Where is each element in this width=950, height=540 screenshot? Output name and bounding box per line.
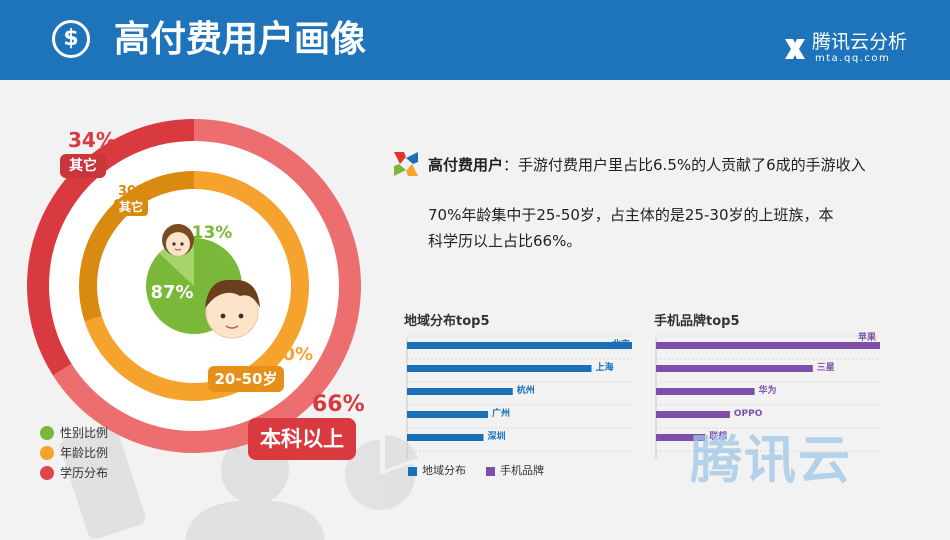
legend-swatch — [40, 446, 54, 460]
male-avatar-icon — [205, 279, 260, 339]
middle-ring-other — [79, 171, 195, 322]
note-heading: 高付费用户 — [428, 156, 504, 174]
outer-other-pct: 34% — [68, 128, 116, 152]
dollar-coin-icon: $ — [52, 20, 90, 58]
bar-label: 北京 — [612, 338, 630, 350]
outer-ring-other — [27, 119, 195, 376]
bar-label: OPPO — [734, 409, 763, 419]
legend-region-label: 地域分布 — [422, 464, 466, 477]
middle-main-label: 20-50岁 — [208, 366, 284, 392]
brand-name: 腾讯云分析 — [812, 31, 908, 53]
bar-label: 杭州 — [517, 384, 535, 396]
brand-url: mta.qq.com — [815, 53, 891, 64]
legend-swatch — [486, 467, 495, 476]
inner-main-pct: 87% — [150, 282, 193, 303]
note-line1-text: ：手游付费用户里占比6.5%的人贡献了6成的手游收入 — [503, 156, 866, 174]
bar-1-1 — [656, 365, 813, 372]
outer-ring-main — [53, 119, 361, 453]
female-avatar-icon — [162, 224, 194, 256]
phone-icon — [60, 424, 146, 539]
bar-1-0 — [656, 342, 880, 349]
middle-ring-main — [84, 171, 309, 401]
bar-0-0 — [407, 342, 632, 349]
phone-chart-title: 手机品牌top5 — [654, 314, 740, 329]
inner-other-pct: 13% — [192, 223, 233, 243]
legend-label: 性别比例 — [60, 426, 109, 440]
legend-swatch — [40, 426, 54, 440]
bar-1-4 — [656, 434, 706, 441]
bar-label: 三星 — [817, 362, 835, 373]
bar-label: 上海 — [596, 361, 614, 373]
tencent-cloud-logo-icon — [785, 39, 805, 59]
outer-main-pct: 66% — [312, 392, 365, 417]
bar-0-4 — [407, 434, 484, 441]
legend-label: 年龄比例 — [60, 446, 109, 460]
bar-0-1 — [407, 365, 592, 372]
outer-main-label: 本科以上 — [248, 418, 356, 460]
bar-0-3 — [407, 411, 488, 418]
legend-swatch — [408, 467, 417, 476]
note-paragraph: 70%年龄集中于25-50岁，占主体的是25-30岁的上班族，本科学历以上占比6… — [428, 206, 834, 250]
outer-other-label: 其它 — [60, 154, 106, 178]
bar-1-2 — [656, 388, 755, 395]
legend-phone-label: 手机品牌 — [500, 464, 544, 477]
colorful-x-logo-icon — [394, 152, 418, 176]
bar-label: 华为 — [759, 384, 777, 396]
page-title: 高付费用户画像 — [114, 19, 367, 60]
region-chart-title: 地域分布top5 — [404, 314, 490, 329]
note-heading-line: 高付费用户：手游付费用户里占比6.5%的人贡献了6成的手游收入 — [428, 154, 866, 175]
middle-main-pct: 70% — [270, 344, 314, 365]
bar-label: 深圳 — [488, 430, 506, 442]
header-bar: $ 高付费用户画像 腾讯云分析 mta.qq.com — [0, 0, 950, 80]
coin-symbol: $ — [63, 26, 79, 51]
legend-label: 学历分布 — [60, 466, 109, 480]
tencent-cloud-watermark: 腾讯云 — [690, 431, 853, 491]
bar-label: 联想 — [709, 430, 727, 442]
bar-label: 苹果 — [858, 331, 877, 343]
middle-other-pct: 30% — [118, 184, 150, 199]
bar-1-3 — [656, 411, 730, 418]
middle-other-label: 其它 — [114, 199, 148, 216]
bar-label: 广州 — [492, 407, 510, 419]
bar-0-2 — [407, 388, 513, 395]
legend-swatch — [40, 466, 54, 480]
pie-chart-icon — [345, 434, 418, 510]
